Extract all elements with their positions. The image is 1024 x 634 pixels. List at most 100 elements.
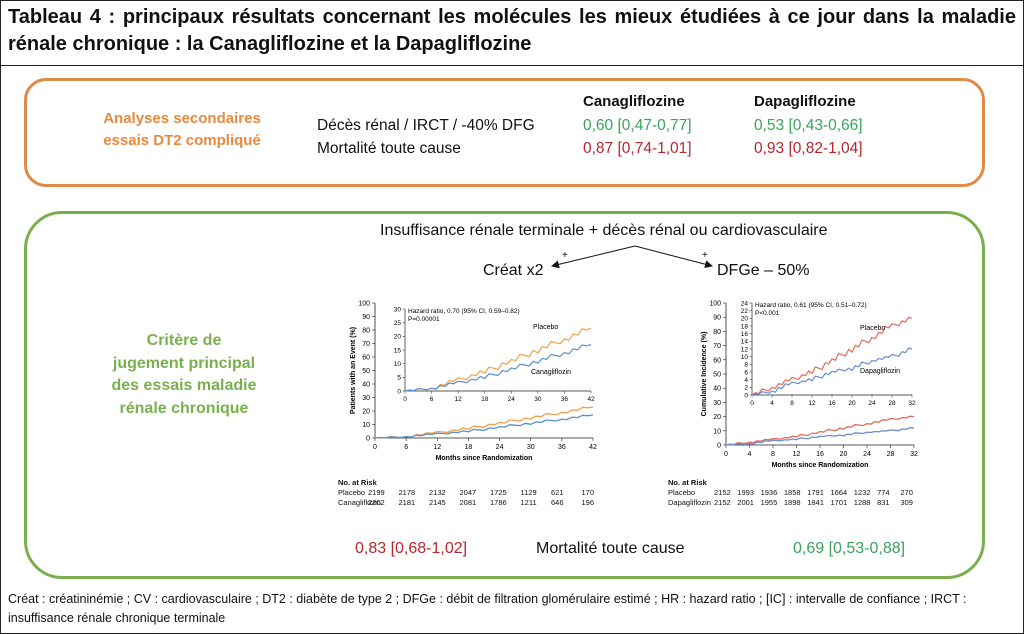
series-line-dapagliflozin	[725, 426, 915, 446]
inset-series-line-placebo	[404, 327, 592, 392]
risk-row-name: Dapagliflozin	[668, 498, 711, 507]
series-line-placebo	[725, 415, 915, 446]
secondary-label-line1: Analyses secondaires	[103, 110, 261, 127]
risk-cell: 196	[581, 498, 595, 507]
secondary-label-line2: essais DT2 compliqué	[103, 132, 261, 149]
x-tick-label: 0	[373, 444, 377, 451]
inset-y-tick-label: 0	[744, 392, 748, 399]
risk-cell: 1786	[490, 498, 507, 507]
branch-arrows: + +	[551, 245, 713, 269]
x-tick-label: 0	[724, 451, 728, 458]
y-tick-label: 50	[362, 368, 370, 375]
component-creat: Créat x2	[483, 262, 544, 279]
x-tick-label: 24	[863, 451, 871, 458]
inset-x-tick-label: 16	[828, 400, 836, 407]
risk-cell: 1936	[760, 488, 778, 497]
inset-y-tick-label: 30	[394, 306, 402, 313]
risk-cell: 2001	[737, 498, 754, 507]
inset-p-value: P=0.00001	[408, 316, 440, 323]
risk-cell: 170	[581, 488, 595, 497]
risk-cell: 1791	[807, 488, 824, 497]
y-tick-label: 20	[713, 414, 721, 421]
risk-cell: 1232	[853, 488, 871, 497]
primary-endpoint-box	[24, 211, 985, 579]
inset-x-tick-label: 8	[790, 400, 794, 407]
primary-label-line2: jugement principal	[112, 354, 256, 372]
risk-cell: 1725	[490, 488, 507, 497]
y-axis-title: Patients with an Event (%)	[350, 327, 357, 414]
inset-y-tick-label: 25	[394, 320, 402, 327]
risk-row: Canagliflozin 2202 2181 2145 2081 1786 1211 646…	[338, 498, 608, 508]
inset-label-placebo: Placebo	[533, 324, 558, 331]
y-tick-label: 80	[362, 328, 370, 335]
secondary-analyses-box	[24, 78, 985, 187]
y-tick-label: 0	[717, 443, 721, 450]
x-tick-label: 12	[793, 451, 801, 458]
x-tick-label: 8	[771, 451, 775, 458]
inset-y-tick-label: 10	[394, 361, 402, 368]
inset-x-tick-label: 20	[848, 400, 856, 407]
inset-series-line-dapagliflozin	[751, 347, 913, 396]
risk-cell: 2145	[429, 498, 446, 507]
x-tick-label: 30	[527, 444, 535, 451]
risk-row: Placebo 2199 2178 2132 2047 1725 1129 621 170	[338, 488, 608, 498]
inset-series-line-placebo	[751, 316, 913, 396]
risk-cell: 1898	[783, 498, 801, 507]
secondary-analyses-label: Analyses secondaires essais DT2 compliqu…	[62, 108, 302, 152]
risk-table-dapagliflozin: No. at Risk Placebo 2152 1993 1936 1858 1791 16…	[668, 478, 930, 508]
risk-cell: 2132	[429, 488, 446, 497]
arrow-left	[551, 245, 636, 269]
inset-y-tick-label: 8	[744, 362, 748, 369]
composite-endpoint-text: Insuffisance rénale terminale + décès ré…	[380, 222, 828, 239]
row-label-renal-death: Décès rénal / IRCT / -40% DFG	[317, 117, 535, 134]
mortality-label: Mortalité toute cause	[536, 540, 685, 557]
dapa-mortality-value: 0,93 [0,82-1,04]	[754, 140, 863, 157]
inset-x-tick-label: 32	[908, 400, 916, 407]
y-tick-label: 100	[358, 301, 370, 308]
dapa-mortality-primary: 0,69 [0,53-0,88]	[793, 540, 906, 557]
title-divider	[0, 65, 1024, 66]
risk-cell: 621	[551, 488, 564, 497]
inset-p-value: P<0.001	[755, 310, 780, 317]
x-tick-label: 12	[433, 444, 441, 451]
y-tick-label: 10	[713, 428, 721, 435]
y-tick-label: 60	[362, 355, 370, 362]
primary-endpoint-label: Critère de jugement principal des essais…	[84, 330, 284, 420]
risk-cell: 1288	[853, 498, 871, 507]
risk-cell: 2178	[398, 488, 416, 497]
risk-cell: 270	[900, 488, 913, 497]
inset-x-tick-label: 12	[455, 396, 463, 403]
x-tick-label: 36	[558, 444, 566, 451]
inset-y-tick-label: 14	[741, 339, 749, 346]
inset-x-tick-label: 28	[888, 400, 896, 407]
component-dfge: DFGe – 50%	[717, 262, 810, 279]
y-tick-label: 80	[713, 329, 721, 336]
x-axis-title: Months since Randomization	[772, 462, 869, 469]
inset-x-tick-label: 0	[403, 396, 407, 403]
risk-cell: 2181	[398, 498, 416, 507]
y-tick-label: 0	[366, 436, 370, 443]
risk-cell: 1129	[520, 488, 537, 497]
risk-row: Dapagliflozin 2152 2001 1955 1898 1841 1701 128…	[668, 498, 930, 508]
risk-row: Placebo 2152 1993 1936 1858 1791 1664 1232 774 27…	[668, 488, 930, 498]
risk-cell: 1955	[760, 498, 778, 507]
risk-heading: No. at Risk	[338, 478, 377, 487]
inset-x-tick-label: 4	[770, 400, 774, 407]
y-tick-label: 60	[713, 357, 721, 364]
inset-y-tick-label: 4	[744, 377, 748, 384]
y-tick-label: 30	[713, 400, 721, 407]
risk-cell: 1664	[830, 488, 848, 497]
table-title: Tableau 4 : principaux résultats concern…	[8, 6, 1016, 55]
x-tick-label: 24	[496, 444, 504, 451]
risk-cell: 1993	[737, 488, 754, 497]
inset-x-tick-label: 6	[430, 396, 434, 403]
inset-label-drug: Dapagliflozin	[860, 368, 900, 375]
x-tick-label: 42	[589, 444, 597, 451]
risk-cell: 1841	[807, 498, 824, 507]
inset-y-tick-label: 5	[397, 375, 401, 382]
inset-y-tick-label: 22	[741, 308, 749, 315]
inset-series-line-canagliflozin	[404, 343, 592, 392]
risk-heading: No. at Risk	[668, 478, 707, 487]
y-tick-label: 70	[362, 341, 370, 348]
